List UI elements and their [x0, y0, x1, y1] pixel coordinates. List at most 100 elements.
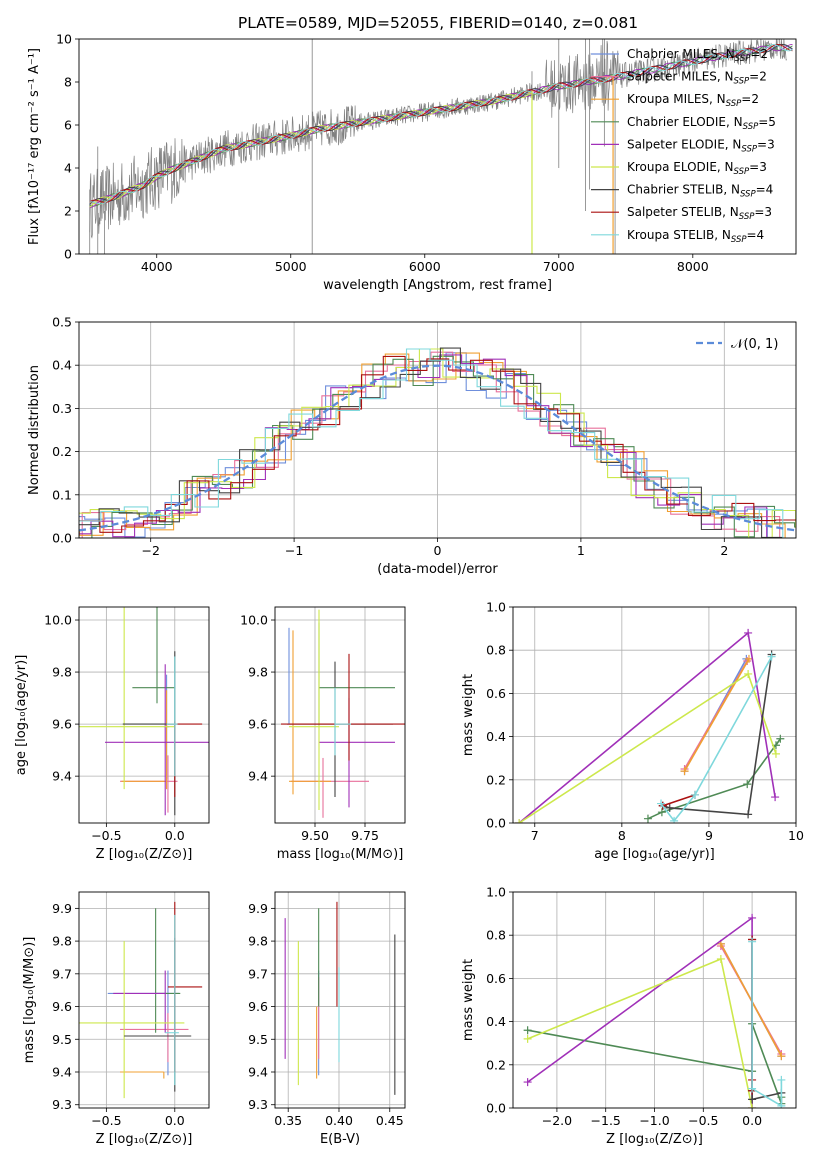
- x-axis-label: mass [log₁₀(M/M⊙)]: [277, 847, 404, 862]
- axes-mass_vs_Z: −0.5 0.0 9.3 9.4 9.5 9.6 9.7 9.8 9.9 Z [log₁₀(Z/Z…: [22, 891, 210, 1147]
- x-tick-label: 8: [618, 828, 626, 843]
- x-tick-label: 7: [531, 828, 539, 843]
- weight-marker-kroupa_stelib: [777, 1101, 786, 1108]
- weight-marker-salpeter_elodie: [744, 628, 753, 637]
- weight-marker-chabrier_elodie: [776, 734, 785, 743]
- weight-marker-chabrier_stelib: [665, 803, 674, 812]
- y-tick-label: 9.8: [248, 665, 268, 680]
- plot-area-spectrum: [89, 39, 793, 254]
- hist-chabrier_elodie: [79, 355, 796, 538]
- legend-subscript: SSP: [726, 99, 742, 109]
- legend-value: =4: [747, 228, 765, 242]
- y-axis-label: Flux [fλ10⁻¹⁷ erg cm⁻² s⁻¹ A⁻¹]: [27, 48, 42, 245]
- axes-frame: [78, 606, 210, 824]
- y-tick-label: 0.2: [486, 1057, 506, 1072]
- y-tick-label: 9.8: [52, 665, 72, 680]
- y-tick-label: 8: [64, 75, 72, 90]
- y-tick-label: 0.1: [52, 487, 72, 502]
- y-tick-label: 0.8: [486, 643, 506, 658]
- weight-marker-kroupa_stelib: [657, 799, 666, 808]
- y-tick-label: 1.0: [486, 885, 506, 900]
- legend-text: Salpeter MILES, N: [627, 70, 734, 84]
- legend-value: =2: [749, 70, 767, 84]
- legend-text: Chabrier STELIB, N: [627, 183, 740, 197]
- y-tick-label: 9.9: [52, 901, 72, 916]
- x-tick-label: 4000: [141, 259, 173, 274]
- y-tick-label: 2: [64, 204, 72, 219]
- legend-text: Chabrier MILES, N: [627, 47, 735, 61]
- y-tick-label: 9.3: [248, 1097, 268, 1112]
- plot-area-age_vs_mass: [281, 609, 405, 818]
- y-tick-label: 9.8: [248, 934, 268, 949]
- weight-marker-salpeter_elodie: [523, 1078, 532, 1087]
- y-tick-label: 9.6: [52, 999, 72, 1014]
- x-tick-label: −0.5: [91, 1113, 121, 1128]
- legend-value: =3: [757, 137, 775, 151]
- y-tick-label: 0.8: [486, 928, 506, 943]
- x-axis-label: Z [log₁₀(Z/Z⊙)]: [96, 847, 193, 862]
- model-line-salpeter_elodie: [89, 43, 793, 209]
- weight-marker-salpeter_elodie: [771, 793, 780, 802]
- y-tick-label: 9.8: [52, 934, 72, 949]
- legend-subscript: SSP: [743, 122, 759, 132]
- legend-label: Kroupa STELIB, NSSP=4: [627, 228, 764, 245]
- legend-subscript: SSP: [731, 235, 747, 245]
- weight-line-chabrier_stelib: [751, 939, 782, 1101]
- axes-spectrum: 4000 5000 6000 7000 8000 0 2 4 6 8 10 wavelength [A…: [27, 32, 797, 293]
- weight-marker-chabrier_stelib: [748, 1095, 757, 1104]
- plot-area-weight_vs_age: [515, 628, 785, 823]
- axes-mass_vs_ebv: 0.35 0.40 0.45 9.3 9.4 9.5 9.6 9.7 9.8 9.9 E(B-V): [248, 891, 406, 1147]
- x-tick-label: 0.0: [165, 828, 185, 843]
- weight-line-chabrier_stelib: [662, 654, 773, 816]
- y-tick-label: 9.3: [52, 1097, 72, 1112]
- x-tick-label: −1.0: [639, 1113, 669, 1128]
- x-tick-label: 9.50: [301, 828, 329, 843]
- weight-line-kroupa_miles: [683, 658, 750, 772]
- x-tick-label: −1: [285, 543, 303, 558]
- x-axis-label: (data-model)/error: [377, 562, 498, 577]
- legend-label: Salpeter MILES, NSSP=2: [627, 70, 767, 87]
- hist-kroupa_stelib: [79, 348, 796, 538]
- y-tick-label: 0.4: [52, 358, 72, 373]
- x-tick-label: 0.0: [165, 1113, 185, 1128]
- legend-label: Kroupa ELODIE, NSSP=3: [627, 160, 767, 177]
- x-tick-label: 1: [577, 543, 585, 558]
- weight-marker-kroupa_elodie: [716, 954, 725, 963]
- y-tick-label: 0.0: [486, 1101, 506, 1116]
- legend-value: =3: [749, 160, 767, 174]
- weight-marker-chabrier_elodie: [657, 808, 666, 817]
- y-tick-label: 9.7: [52, 966, 72, 981]
- weight-marker-chabrier_elodie: [523, 1026, 532, 1035]
- model-line-chabrier_elodie: [89, 44, 793, 207]
- model-line-kroupa_elodie: [89, 92, 531, 208]
- x-tick-label: −0.5: [91, 828, 121, 843]
- weight-line-kroupa_miles: [720, 943, 783, 1057]
- weight-marker-kroupa_elodie: [771, 749, 780, 758]
- weight-marker-kroupa_stelib: [748, 1084, 757, 1093]
- legend-value: =5: [758, 115, 776, 129]
- weight-marker-kroupa_stelib: [690, 790, 699, 799]
- x-tick-label: 8000: [677, 259, 709, 274]
- x-tick-label: −2.0: [542, 1113, 572, 1128]
- axes-residuals: −2 −1 0 1 2 0.0 0.1 0.2 0.3 0.4 0.5 (data-model)/er…: [27, 315, 797, 577]
- y-axis-label: age [log₁₀(age/yr)]: [14, 655, 29, 776]
- y-tick-label: 10.0: [240, 613, 268, 628]
- legend-label: Salpeter STELIB, NSSP=3: [627, 205, 772, 222]
- y-tick-label: 0.6: [486, 971, 506, 986]
- model-line-chabrier_stelib: [89, 43, 793, 205]
- y-tick-label: 10.0: [44, 613, 72, 628]
- y-tick-label: 9.9: [248, 901, 268, 916]
- legend-label: Kroupa MILES, NSSP=2: [627, 92, 759, 109]
- weight-marker-kroupa_elodie: [744, 669, 753, 678]
- x-tick-label: 0: [434, 543, 442, 558]
- y-tick-label: 9.6: [52, 717, 72, 732]
- x-axis-label: E(B-V): [320, 1132, 360, 1147]
- legend-value: =4: [756, 183, 774, 197]
- legend-value: =2: [741, 92, 759, 106]
- y-tick-label: 0.2: [52, 444, 72, 459]
- weight-marker-chabrier_stelib: [744, 810, 753, 819]
- y-tick-label: 0.4: [486, 1014, 506, 1029]
- model-line-kroupa_stelib: [89, 43, 793, 205]
- legend-text: Salpeter STELIB, N: [627, 205, 739, 219]
